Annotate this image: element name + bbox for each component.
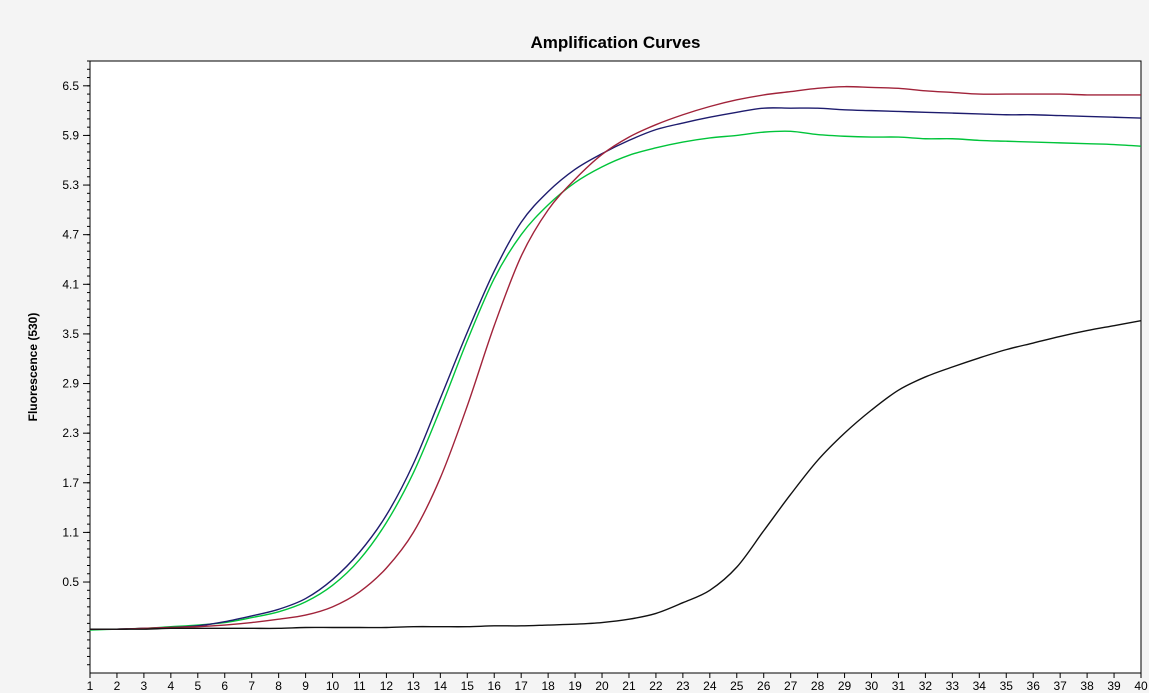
x-tick-label: 27 — [784, 679, 798, 693]
x-tick-label: 1 — [87, 679, 94, 693]
y-tick-label: 3.5 — [62, 327, 79, 341]
x-tick-label: 16 — [488, 679, 502, 693]
y-axis: 0.5 1.1 1.7 2.3 2.9 3.5 4.1 4.7 5.3 5.9 6.5 — [62, 60, 90, 666]
x-tick-label: 25 — [730, 679, 744, 693]
y-tick-label: 2.9 — [62, 377, 79, 391]
x-tick-label: 15 — [461, 679, 475, 693]
x-tick-label: 33 — [946, 679, 960, 693]
x-tick-label: 8 — [275, 679, 282, 693]
x-axis: 1 2 3 4 5 6 7 8 9 10 11 12 13 14 15 16 17 18 19 20 21 22 23 24 2… — [87, 673, 1148, 693]
x-tick-label: 30 — [865, 679, 879, 693]
chart-title: Amplification Curves — [530, 33, 700, 52]
series-line-4 — [90, 320, 1141, 630]
y-tick-label: 1.1 — [62, 525, 79, 539]
y-axis-label: Fluorescence (530) — [26, 313, 40, 422]
x-tick-label: 3 — [141, 679, 148, 693]
x-tick-label: 2 — [114, 679, 121, 693]
y-tick-label: 2.3 — [62, 426, 79, 440]
x-tick-label: 29 — [838, 679, 852, 693]
x-tick-label: 38 — [1080, 679, 1094, 693]
x-tick-label: 37 — [1053, 679, 1067, 693]
x-tick-label: 14 — [434, 679, 448, 693]
series-line-2 — [90, 107, 1141, 630]
y-tick-label: 0.5 — [62, 575, 79, 589]
x-tick-label: 22 — [649, 679, 663, 693]
y-tick-label: 4.1 — [62, 277, 79, 291]
x-tick-label: 7 — [248, 679, 255, 693]
x-tick-label: 6 — [221, 679, 228, 693]
series-lines — [90, 85, 1141, 631]
series-line-3 — [90, 85, 1141, 630]
x-tick-label: 10 — [326, 679, 340, 693]
y-tick-label: 4.7 — [62, 228, 79, 242]
plot-area — [89, 60, 1142, 674]
x-tick-label: 35 — [1000, 679, 1014, 693]
y-tick-label: 5.3 — [62, 178, 79, 192]
x-tick-label: 12 — [380, 679, 394, 693]
x-tick-label: 36 — [1027, 679, 1041, 693]
x-tick-label: 21 — [622, 679, 636, 693]
x-tick-label: 5 — [194, 679, 201, 693]
x-tick-label: 34 — [973, 679, 987, 693]
x-tick-label: 39 — [1107, 679, 1121, 693]
x-tick-label: 13 — [407, 679, 421, 693]
plot-frame — [89, 60, 1142, 674]
x-tick-label: 4 — [168, 679, 175, 693]
x-tick-label: 28 — [811, 679, 825, 693]
y-tick-label: 1.7 — [62, 476, 79, 490]
x-tick-label: 26 — [757, 679, 771, 693]
x-tick-label: 23 — [676, 679, 690, 693]
x-tick-label: 24 — [703, 679, 717, 693]
x-tick-label: 40 — [1134, 679, 1148, 693]
x-tick-label: 20 — [595, 679, 609, 693]
x-tick-label: 31 — [892, 679, 906, 693]
x-tick-label: 11 — [353, 679, 366, 693]
x-tick-label: 17 — [514, 679, 528, 693]
series-line-1 — [90, 130, 1141, 631]
x-tick-label: 9 — [302, 679, 309, 693]
x-tick-label: 32 — [919, 679, 933, 693]
x-tick-label: 19 — [568, 679, 582, 693]
y-tick-label: 5.9 — [62, 128, 79, 142]
x-tick-label: 18 — [541, 679, 555, 693]
y-tick-label: 6.5 — [62, 79, 79, 93]
